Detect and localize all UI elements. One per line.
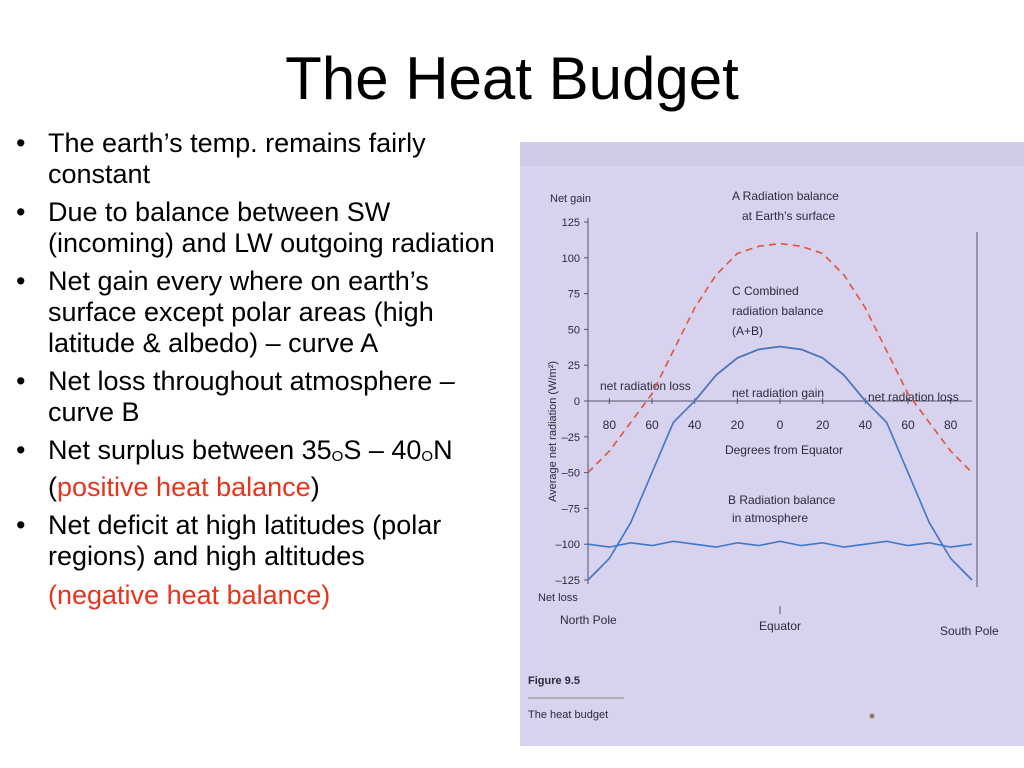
bullet-marker: • — [16, 266, 26, 296]
equator-label: Equator — [759, 619, 801, 633]
zone-left-label: net radiation loss — [600, 379, 691, 393]
curve-c-label: (A+B) — [732, 324, 763, 338]
degree-subscript: O — [421, 448, 434, 465]
bullet-item: • Net deficit at high latitudes (polar re… — [14, 510, 504, 572]
y-tick-label: –125 — [556, 575, 580, 587]
x-axis-label: Degrees from Equator — [725, 443, 843, 457]
figure-caption-text: The heat budget — [528, 709, 608, 721]
page-top-band — [520, 142, 1024, 166]
negative-heat-balance-text: (negative heat balance) — [14, 580, 504, 611]
y-tick-label: 25 — [568, 360, 580, 372]
x-tick-label: 80 — [603, 418, 617, 432]
bullet-item: • Net loss throughout atmosphere – curve … — [14, 366, 504, 428]
bullet-text: N ( — [48, 435, 453, 502]
x-tick-label: 20 — [816, 418, 830, 432]
curve-a-line — [587, 242, 973, 474]
x-tick-label: 0 — [777, 418, 784, 432]
bullet-text: S – 40 — [343, 435, 422, 465]
bullet-text: Net gain every where on earth’s surface … — [48, 266, 434, 358]
y-tick-label: 50 — [568, 324, 580, 336]
bullet-item: • The earth’s temp. remains fairly consta… — [14, 128, 504, 190]
x-tick-label: 60 — [645, 418, 659, 432]
bullet-text: Net loss throughout atmosphere – curve B — [48, 366, 455, 427]
bullet-item: • Net surplus between 35OS – 40ON (positi… — [14, 435, 504, 503]
x-tick-label: 40 — [688, 418, 702, 432]
figure-photo: 125 100 75 50 25 0 –25 –50 –75 –100 –125 80 60 40 20 0 2… — [520, 142, 1024, 746]
zone-right-label: net radiation loss — [868, 390, 959, 404]
bullet-marker: • — [16, 128, 26, 158]
x-tick-label: 60 — [901, 418, 915, 432]
bullet-text: Net deficit at high latitudes (polar reg… — [48, 510, 442, 571]
positive-heat-balance-text: positive heat balance — [57, 472, 311, 502]
bullet-text: The earth’s temp. remains fairly constan… — [48, 128, 426, 189]
y-axis-label: Average net radiation (W/m²) — [547, 361, 559, 502]
bullet-marker: • — [16, 435, 26, 465]
y-tick-label: –75 — [562, 503, 580, 515]
y-tick-label: 125 — [562, 217, 580, 229]
curve-a-label: A Radiation balance — [732, 189, 839, 203]
figure-caption-number: Figure 9.5 — [528, 675, 580, 687]
south-pole-label: South Pole — [940, 624, 999, 638]
y-tick-label: 75 — [568, 289, 580, 301]
heat-budget-chart: 125 100 75 50 25 0 –25 –50 –75 –100 –125 80 60 40 20 0 2… — [520, 142, 1024, 721]
curve-b-line — [587, 540, 973, 548]
net-gain-label: Net gain — [550, 193, 591, 205]
north-pole-label: North Pole — [560, 613, 617, 627]
bullet-text: Due to balance between SW (incoming) and… — [48, 197, 495, 258]
bullet-item: • Due to balance between SW (incoming) an… — [14, 197, 504, 259]
bullet-marker: • — [16, 197, 26, 227]
curve-b-label: B Radiation balance — [728, 493, 836, 507]
x-tick-label: 20 — [731, 418, 745, 432]
bullet-marker: • — [16, 510, 26, 540]
y-tick-label: 100 — [562, 253, 580, 265]
net-loss-label: Net loss — [538, 592, 578, 604]
bullet-marker: • — [16, 366, 26, 396]
slide-title: The Heat Budget — [285, 45, 739, 112]
curve-a-label: at Earth’s surface — [742, 209, 835, 223]
curve-c-label: radiation balance — [732, 304, 824, 318]
y-tick-label: –25 — [562, 432, 580, 444]
x-tick-label: 40 — [859, 418, 873, 432]
zone-center-label: net radiation gain — [732, 386, 824, 400]
page-speck — [869, 713, 875, 719]
bullet-text: ) — [310, 472, 320, 502]
negative-heat-balance-label: (negative heat balance) — [48, 580, 331, 610]
x-tick-label: 80 — [944, 418, 958, 432]
curve-c-label: C Combined — [732, 284, 799, 298]
degree-subscript: O — [331, 448, 344, 465]
curve-b-label: in atmosphere — [732, 511, 808, 525]
bullet-list: • The earth’s temp. remains fairly consta… — [14, 128, 504, 618]
y-tick-label: –50 — [562, 468, 580, 480]
y-tick-label: –100 — [556, 539, 580, 551]
y-tick-label: 0 — [574, 396, 580, 408]
combined-balance-line — [587, 345, 973, 581]
bullet-text: Net surplus between 35 — [48, 435, 332, 465]
bullet-item: • Net gain every where on earth’s surface… — [14, 266, 504, 359]
